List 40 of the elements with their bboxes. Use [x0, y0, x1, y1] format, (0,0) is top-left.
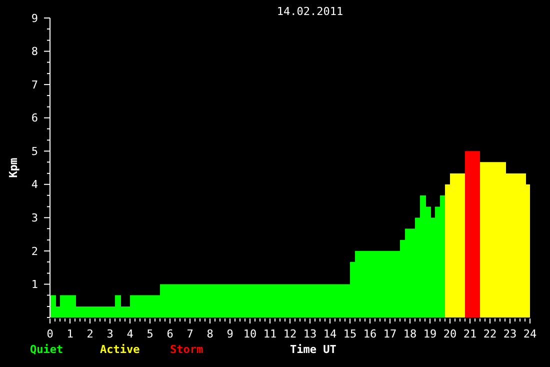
x-tick-label: 20	[443, 328, 457, 340]
x-tick-label: 21	[463, 328, 477, 340]
text: Active	[100, 343, 140, 356]
x-tick-label: 6	[166, 328, 174, 340]
x-tick-label: 9	[226, 328, 234, 340]
x-tick-label: 0	[46, 328, 54, 340]
x-tick-label: 10	[243, 328, 257, 340]
x-tick-label: 17	[383, 328, 397, 340]
x-tick-label: 12	[283, 328, 297, 340]
y-tick-label: 2	[31, 244, 38, 258]
text: Storm	[170, 343, 204, 356]
x-tick-label: 5	[146, 328, 154, 340]
x-tick-label: 18	[403, 328, 417, 340]
chart-title: 14.02.2011	[276, 5, 344, 18]
y-tick-label: 8	[31, 45, 38, 58]
y-axis-title: Kpm	[7, 157, 20, 178]
x-tick-label: 16	[363, 328, 377, 340]
x-tick-label: 13	[303, 328, 317, 340]
y-tick-label: 4	[31, 178, 38, 192]
x-tick-label: 8	[206, 328, 214, 340]
y-tick-label: 3	[31, 212, 38, 225]
y-tick-label: 1	[31, 278, 38, 292]
y-tick-label: 5	[31, 144, 38, 158]
y-tick-label: 9	[31, 12, 38, 25]
x-tick-label: 11	[263, 328, 277, 340]
x-tick-label: 22	[483, 328, 497, 340]
x-tick-label: 2	[86, 328, 94, 340]
x-tick-label: 14	[323, 328, 337, 340]
x-tick-label: 4	[126, 328, 134, 340]
x-tick-label: 7	[186, 328, 194, 340]
y-tick-label: 7	[31, 78, 38, 92]
x-tick-label: 3	[106, 328, 114, 340]
x-tick-label: 23	[503, 328, 517, 340]
x-axis-title: Time UT	[290, 343, 337, 356]
x-tick-label: 24	[523, 328, 537, 340]
x-tick-label: 15	[343, 328, 357, 340]
y-tick-label: 6	[31, 112, 38, 125]
x-tick-label: 19	[423, 328, 437, 340]
text: Quiet	[30, 343, 64, 356]
x-tick-label: 1	[66, 328, 74, 340]
